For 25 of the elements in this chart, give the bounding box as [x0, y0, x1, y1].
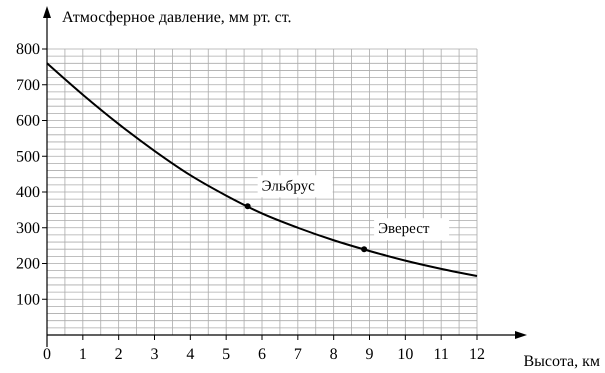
x-tick-label: 3: [150, 346, 158, 363]
x-tick-label: 2: [114, 346, 123, 363]
x-tick-label: 11: [433, 346, 449, 363]
x-tick-label: 10: [397, 346, 414, 363]
x-tick-label: 0: [43, 346, 51, 363]
y-tick-label: 100: [16, 291, 40, 308]
y-tick-label: 200: [16, 256, 40, 272]
y-tick-label: 500: [16, 148, 40, 166]
x-tick-label: 4: [186, 346, 194, 363]
y-tick-label: 300: [16, 220, 40, 237]
y-tick-label: 600: [16, 112, 40, 130]
y-tick-label: 400: [16, 184, 40, 201]
x-tick-label: 1: [78, 346, 87, 363]
x-tick-label: 12: [469, 346, 485, 363]
x-tick-label: 9: [366, 346, 374, 363]
x-tick-label: 6: [258, 346, 266, 363]
y-tick-label: 700: [16, 76, 40, 94]
x-tick-label: 5: [222, 346, 230, 363]
y-tick-label: 800: [16, 41, 40, 58]
annotation: Эверест: [378, 221, 430, 238]
annotation: Эльбрус: [262, 178, 316, 194]
x-tick-label: 7: [294, 346, 302, 363]
x-axis-title: Высота, км: [524, 353, 600, 370]
y-axis-title: Атмосферное давление, мм рт. ст.: [62, 9, 292, 26]
x-tick-label: 8: [330, 346, 338, 363]
